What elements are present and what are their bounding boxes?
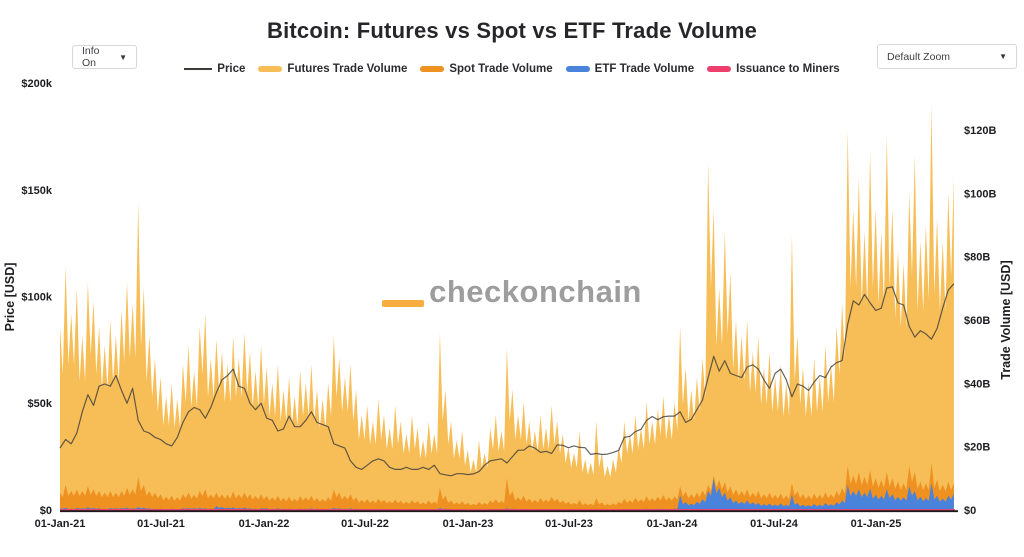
y-left-tick-1: $50k: [28, 398, 53, 410]
dropdown-caret-icon: ▼: [999, 52, 1007, 61]
y-right-tick-0: $0: [964, 505, 976, 517]
y-right-tick-1: $20B: [964, 442, 990, 454]
x-tick-8: 01-Jan-25: [851, 518, 902, 530]
price-line-swatch-icon: [184, 68, 213, 70]
x-tick-6: 01-Jan-24: [647, 518, 699, 530]
y-right-axis-title: Trade Volume [USD]: [999, 260, 1013, 379]
y-right-tick-2: $40B: [964, 378, 990, 390]
y-right-tick-3: $60B: [964, 315, 990, 327]
zoom-dropdown[interactable]: Default Zoom ▼: [877, 44, 1017, 69]
price-line: [59, 283, 955, 477]
legend-item-futures-volume[interactable]: Futures Trade Volume: [258, 63, 407, 75]
etf-volume-swatch-icon: [565, 66, 590, 72]
legend: Price Futures Trade Volume Spot Trade Vo…: [0, 63, 1024, 75]
y-right-tick-4: $80B: [964, 252, 990, 264]
y-right-tick-5: $100B: [964, 188, 996, 200]
legend-label: Futures Trade Volume: [287, 63, 408, 75]
y-left-tick-4: $200k: [21, 78, 52, 90]
futures-volume-area: [60, 104, 954, 510]
spot-volume-swatch-icon: [420, 66, 445, 72]
x-tick-4: 01-Jan-23: [443, 518, 494, 530]
y-left-tick-0: $0: [40, 505, 52, 517]
zoom-dropdown-label: Default Zoom: [887, 50, 951, 63]
legend-label: ETF Trade Volume: [594, 63, 695, 75]
legend-item-spot-volume[interactable]: Spot Trade Volume: [420, 63, 553, 75]
legend-label: Spot Trade Volume: [449, 63, 553, 75]
info-dropdown[interactable]: Info On ▼: [72, 45, 137, 69]
x-tick-5: 01-Jul-23: [545, 518, 593, 530]
etf-volume-area: [60, 478, 954, 510]
legend-item-issuance[interactable]: Issuance to Miners: [707, 63, 840, 75]
chart-title: Bitcoin: Futures vs Spot vs ETF Trade Vo…: [266, 18, 758, 43]
y-left-axis-title: Price [USD]: [3, 263, 17, 332]
futures-volume-swatch-icon: [258, 66, 283, 72]
x-tick-2: 01-Jan-22: [239, 518, 290, 530]
legend-label: Price: [217, 63, 246, 75]
legend-item-price[interactable]: Price: [184, 63, 245, 75]
issuance-swatch-icon: [707, 66, 732, 72]
series-layer: [59, 104, 955, 511]
dropdown-caret-icon: ▼: [119, 52, 127, 62]
x-tick-0: 01-Jan-21: [35, 518, 86, 530]
y-left-tick-2: $100k: [21, 292, 52, 304]
x-tick-7: 01-Jul-24: [750, 518, 799, 530]
y-left-tick-3: $150k: [21, 185, 52, 197]
y-right-tick-6: $120B: [964, 125, 996, 137]
info-dropdown-label: Info On: [82, 45, 100, 69]
x-tick-1: 01-Jul-21: [137, 518, 185, 530]
x-tick-3: 01-Jul-22: [341, 518, 389, 530]
legend-item-etf-volume[interactable]: ETF Trade Volume: [565, 63, 695, 75]
legend-label: Issuance to Miners: [736, 63, 840, 75]
